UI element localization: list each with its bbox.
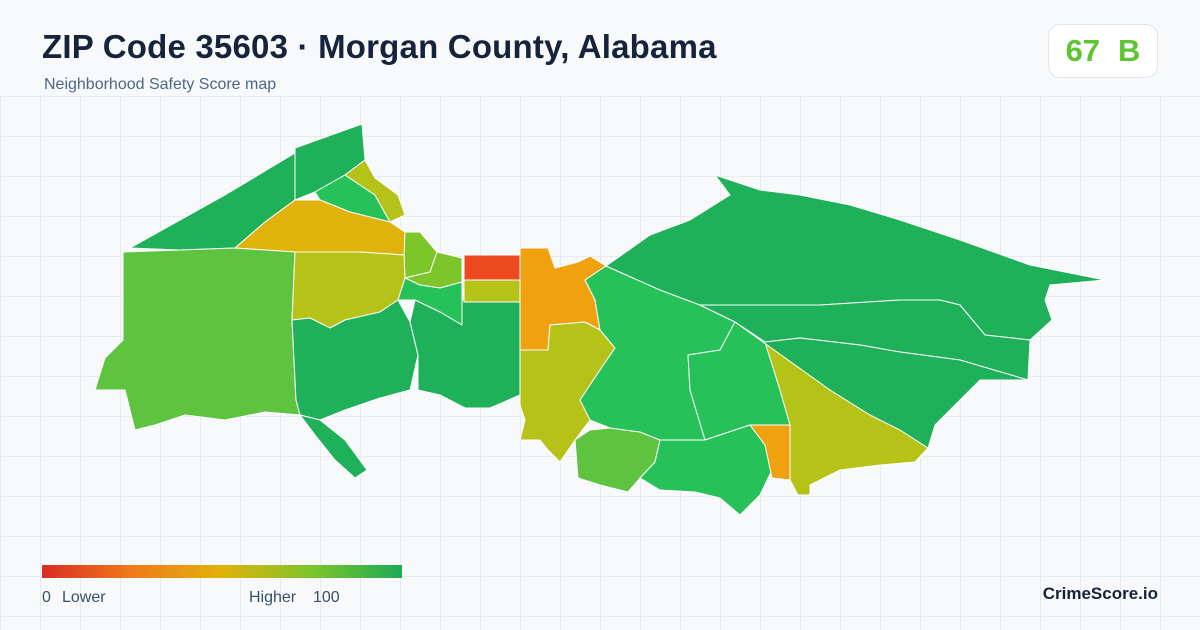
map-region[interactable] — [749, 424, 791, 481]
header: ZIP Code 35603 · Morgan County, Alabama … — [0, 0, 1200, 96]
legend-max-value: 100 — [313, 589, 340, 606]
map-region[interactable] — [94, 247, 301, 431]
score-grade: B — [1118, 33, 1141, 68]
legend-min-value: 0 — [42, 589, 51, 606]
map-region[interactable] — [409, 299, 521, 409]
legend-min-label: Lower — [62, 589, 106, 606]
brand-logo: CrimeScore.io — [1042, 584, 1158, 603]
page-subtitle: Neighborhood Safety Score map — [44, 76, 277, 93]
legend-max-label: Higher — [249, 589, 297, 606]
map-region[interactable] — [734, 321, 1029, 449]
legend-color-scale — [42, 565, 402, 578]
score-badge: 67 B — [1048, 24, 1158, 78]
map-region[interactable] — [291, 299, 419, 421]
map-region[interactable] — [463, 254, 521, 281]
page-title: ZIP Code 35603 · Morgan County, Alabama — [42, 28, 717, 65]
map-region[interactable] — [299, 414, 368, 479]
map-region[interactable] — [463, 279, 521, 303]
score-value: 67 — [1065, 33, 1101, 68]
map-region[interactable] — [344, 159, 406, 223]
